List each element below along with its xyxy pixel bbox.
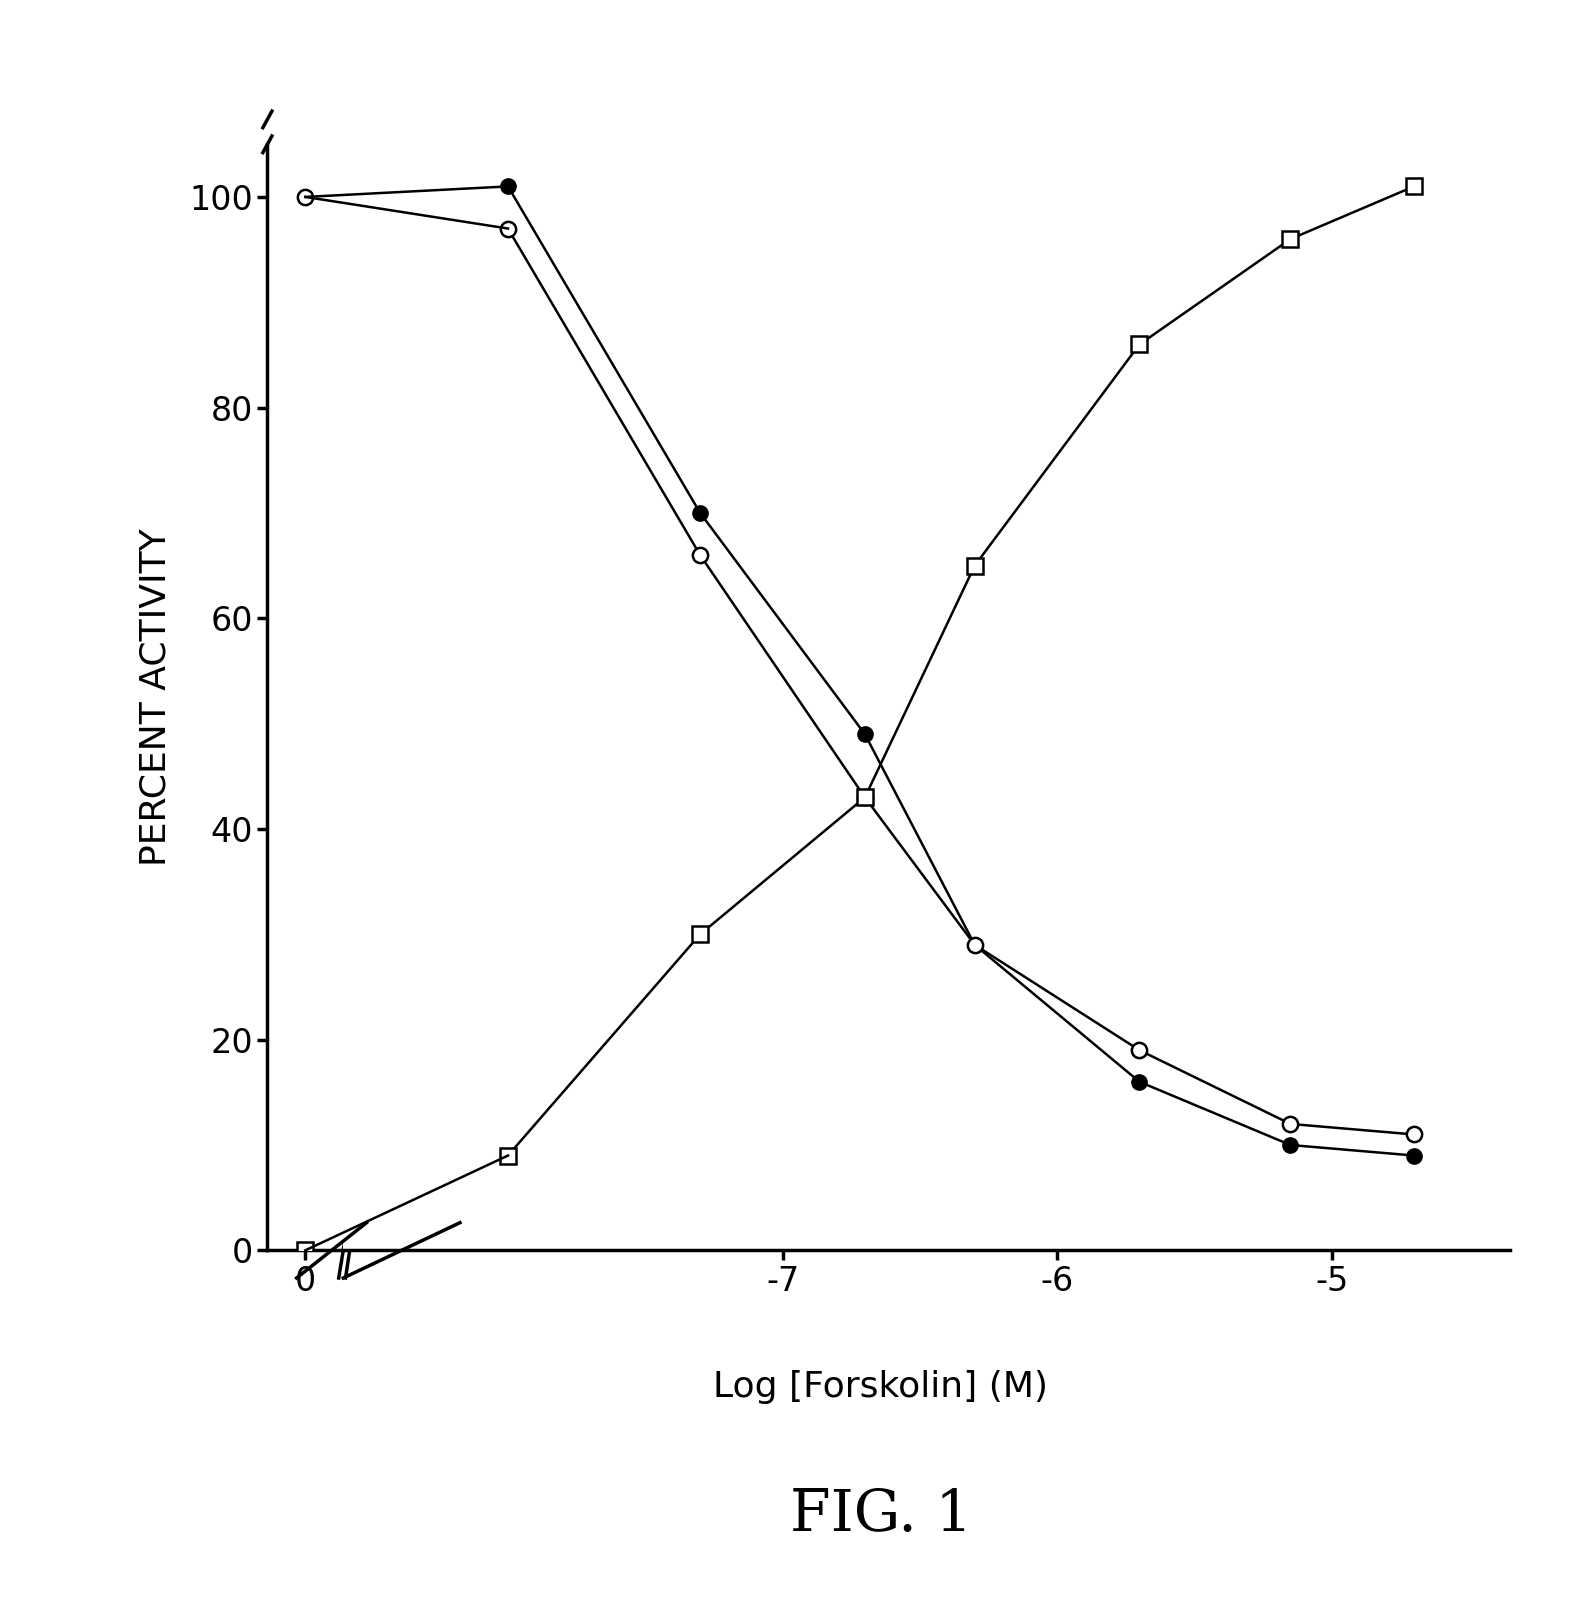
Text: Log [Forskolin] (M): Log [Forskolin] (M)	[714, 1369, 1048, 1404]
Y-axis label: PERCENT ACTIVITY: PERCENT ACTIVITY	[138, 529, 173, 866]
Text: FIG. 1: FIG. 1	[790, 1488, 972, 1542]
